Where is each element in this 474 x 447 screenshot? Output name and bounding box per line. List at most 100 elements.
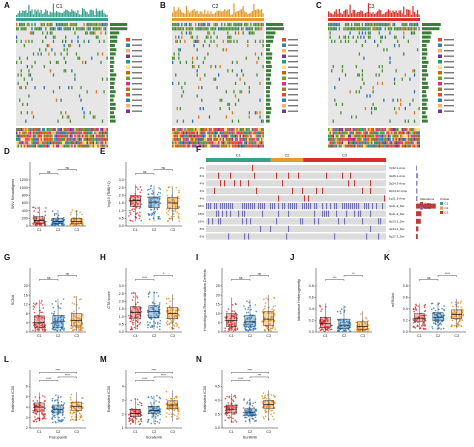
cnv-cell: [238, 210, 240, 217]
annotation-cell: [335, 141, 338, 145]
alteration-cell: [231, 119, 234, 123]
alteration-cell: [176, 39, 178, 43]
tmb-bar: [236, 11, 238, 17]
alteration-cell: [225, 115, 227, 119]
annotation-cell: [29, 144, 32, 148]
alteration-cell: [42, 23, 44, 27]
annotation-cell: [28, 128, 30, 131]
alteration-cell: [83, 115, 85, 119]
data-point: [51, 416, 54, 419]
data-point: [77, 326, 80, 328]
alteration-cell: [260, 52, 263, 56]
data-point: [73, 223, 75, 226]
alteration-cell: [247, 23, 249, 27]
data-point: [169, 186, 171, 188]
annotation-cell: [384, 128, 387, 131]
annotation-cell: [55, 144, 58, 148]
tmb-bar: [257, 9, 260, 17]
data-point: [337, 325, 339, 328]
annotation-cell: [383, 137, 385, 141]
annotation-cell: [77, 137, 79, 141]
annotation-cell: [233, 128, 235, 131]
x-tick-label: C1: [37, 430, 42, 434]
annotation-cell: [43, 144, 46, 148]
data-point: [38, 396, 41, 399]
annotation-cell: [367, 131, 370, 135]
annotation-cell: [72, 141, 75, 145]
annotation-cell: [29, 134, 32, 138]
cnv-cell: [232, 203, 234, 210]
alteration-cell: [16, 23, 18, 27]
alteration-cell: [74, 31, 76, 35]
legend-swatch: [438, 49, 442, 53]
data-point: [364, 322, 367, 325]
annotation-cell: [207, 144, 209, 148]
data-point: [176, 324, 179, 326]
tmb-bar: [32, 14, 35, 17]
data-point: [165, 390, 168, 393]
alteration-cell: [106, 77, 108, 81]
tmb-bar: [210, 11, 212, 17]
alteration-cell: [97, 52, 99, 56]
data-point: [53, 407, 55, 410]
data-point: [132, 323, 134, 326]
cnv-cell: [376, 203, 378, 210]
alteration-cell: [173, 56, 175, 60]
annotation-cell: [389, 131, 391, 135]
tmb-bar: [360, 10, 362, 17]
cnv-cell: [230, 172, 232, 179]
data-point: [328, 327, 330, 330]
annotation-cell: [383, 128, 385, 131]
data-point: [77, 222, 80, 224]
frequency-bar: [110, 86, 114, 89]
annotation-cell: [69, 137, 72, 141]
frequency-bar: [266, 94, 270, 98]
data-point: [320, 321, 323, 323]
tmb-bar: [25, 10, 27, 17]
cnv-row-label: 9p23.3_Del: [389, 219, 405, 223]
legend-swatch: [438, 104, 442, 108]
data-point: [342, 319, 345, 321]
annotation-cell: [259, 144, 261, 148]
annotation-cell: [101, 128, 104, 131]
annotation-cell: [364, 128, 367, 131]
annotation-cell: [75, 134, 78, 138]
data-point: [234, 396, 237, 399]
data-point: [359, 313, 362, 315]
data-point: [157, 315, 160, 317]
annotation-cell: [199, 131, 202, 135]
cnv-cell: [270, 203, 272, 210]
alteration-cell: [358, 31, 360, 35]
alteration-cell: [363, 81, 365, 85]
data-point: [132, 306, 134, 309]
data-point: [147, 326, 149, 329]
tmb-bar: [204, 9, 206, 17]
data-point: [150, 422, 153, 425]
alteration-cell: [32, 31, 35, 35]
alteration-cell: [338, 27, 341, 31]
alteration-cell: [199, 23, 201, 27]
annotation-cell: [19, 128, 21, 131]
annotation-cell: [216, 128, 218, 131]
alteration-cell: [395, 69, 397, 73]
tmb-bar: [75, 13, 78, 17]
alteration-cell: [25, 39, 27, 43]
tmb-bar: [71, 9, 73, 17]
annotation-cell: [95, 131, 98, 135]
annotation-cell: [101, 141, 104, 145]
annotation-cell: [81, 131, 84, 135]
data-point: [254, 401, 257, 404]
annotation-cell: [32, 134, 35, 138]
data-point: [422, 324, 425, 327]
data-point: [268, 406, 271, 409]
alteration-cell: [193, 39, 195, 43]
annotation-cell: [92, 144, 95, 148]
alteration-cell: [234, 102, 237, 106]
data-point: [50, 219, 53, 222]
annotation-cell: [375, 134, 378, 138]
frequency-bar: [266, 69, 272, 73]
annotation-cell: [381, 128, 384, 131]
oncoprint-title: C1: [56, 4, 63, 10]
y-tick-label: 20: [216, 293, 220, 297]
data-point: [254, 328, 257, 330]
